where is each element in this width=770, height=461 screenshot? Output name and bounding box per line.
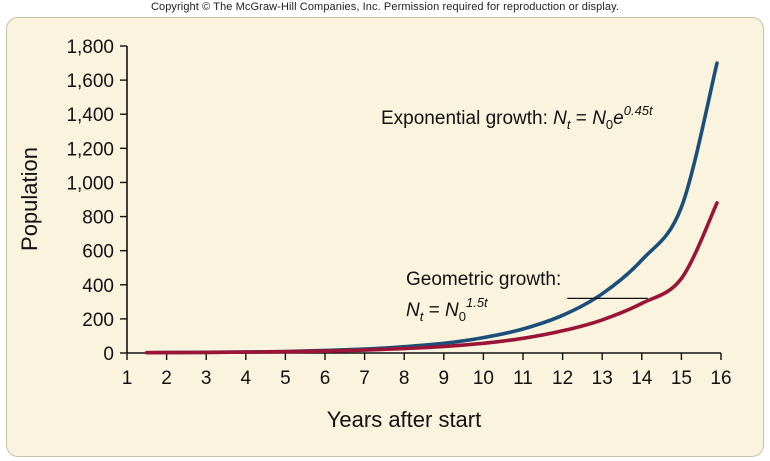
- x-tick-label: 14: [631, 368, 653, 389]
- x-tick-label: 4: [241, 368, 252, 389]
- geometric-lhs: N: [406, 300, 420, 321]
- y-tick-label: 1,000: [66, 173, 114, 194]
- exponential-annotation: Exponential growth: Nt = N0e0.45t: [381, 103, 654, 132]
- y-axis-label: Population: [17, 147, 42, 251]
- exponential-rhs-base: e: [613, 108, 624, 129]
- exponential-rhs-sub: 0: [606, 117, 613, 132]
- geometric-rhs-sup: 1.5t: [466, 295, 489, 310]
- x-tick-label: 3: [201, 368, 212, 389]
- exponential-lhs-sub: t: [567, 117, 572, 132]
- x-tick-label: 8: [399, 368, 410, 389]
- exponential-eq: =: [571, 108, 593, 129]
- x-tick-label: 1: [122, 368, 133, 389]
- series-layer: [145, 61, 719, 355]
- exponential-rhs-sup: 0.45t: [624, 103, 654, 118]
- chart-panel: [6, 17, 764, 457]
- geometric-eq: =: [423, 300, 445, 321]
- y-tick-label: 1,200: [66, 139, 114, 160]
- y-tick-label: 200: [82, 310, 114, 331]
- x-tick-label: 5: [280, 368, 291, 389]
- y-tick-label: 800: [82, 208, 114, 229]
- copyright-notice: Copyright © The McGraw-Hill Companies, I…: [150, 1, 620, 13]
- geometric-curve: [145, 201, 719, 355]
- x-axis-label: Years after start: [327, 407, 481, 432]
- x-tick-label: 9: [439, 368, 450, 389]
- geometric-rhs: N: [445, 300, 459, 321]
- x-tick-label: 10: [473, 368, 494, 389]
- y-tick-label: 600: [82, 242, 114, 263]
- x-tick-label: 16: [710, 368, 731, 389]
- y-tick-label: 1,400: [66, 105, 114, 126]
- y-tick-label: 0: [103, 344, 114, 365]
- geometric-annotation-formula: Nt = N01.5t: [406, 295, 489, 324]
- geometric-lhs-sub: t: [420, 309, 425, 324]
- y-tick-label: 1,800: [66, 37, 114, 58]
- x-tick-label: 11: [513, 368, 533, 389]
- x-tick-label: 15: [671, 368, 692, 389]
- x-tick-label: 12: [552, 368, 573, 389]
- y-tick-label: 1,600: [66, 71, 114, 92]
- y-tick-label: 400: [82, 276, 114, 297]
- geometric-rhs-sub: 0: [459, 309, 466, 324]
- x-tick-label: 2: [161, 368, 172, 389]
- geometric-annotation-title: Geometric growth:: [406, 269, 561, 290]
- x-tick-label: 6: [320, 368, 331, 389]
- exponential-rhs: N: [592, 108, 606, 129]
- x-tick-label: 7: [359, 368, 370, 389]
- exponential-label: Exponential growth:: [381, 108, 553, 129]
- x-tick-label: 13: [592, 368, 613, 389]
- exponential-lhs: N: [553, 108, 567, 129]
